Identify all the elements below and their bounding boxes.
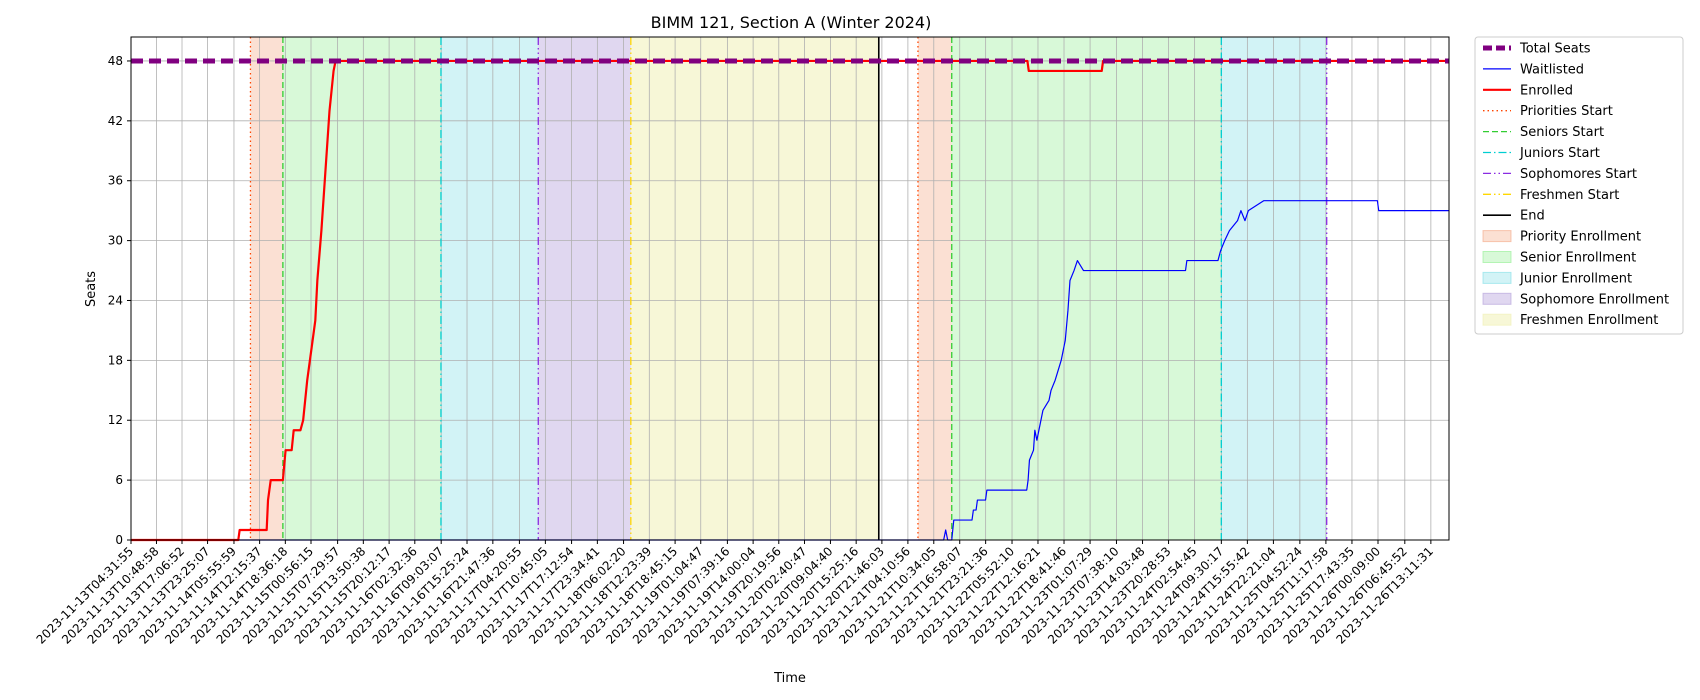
shaded-regions (250, 37, 1327, 540)
senior-enrollment-region (951, 37, 1222, 540)
legend-swatch (1482, 230, 1512, 243)
y-tick-label: 42 (108, 114, 123, 128)
legend-swatch (1482, 271, 1512, 284)
sophomore-enrollment-region (538, 37, 631, 540)
legend: Total Seats Waitlisted Enrolled Priorities … (1474, 36, 1684, 335)
legend-item-sophomores-start: Sophomores Start (1483, 167, 1637, 182)
x-axis-label: Time (773, 671, 806, 686)
legend-item-seniors-start: Seniors Start (1483, 125, 1604, 140)
legend-label: End (1520, 209, 1545, 224)
legend-label: Freshmen Start (1520, 188, 1619, 203)
y-tick-label: 24 (108, 293, 123, 307)
legend-label: Freshmen Enrollment (1520, 313, 1658, 328)
data-series (131, 58, 1449, 542)
waitlisted-series (131, 200, 1449, 541)
legend-item-junior-enrollment: Junior Enrollment (1482, 271, 1632, 286)
y-axis-label: Seats (84, 271, 99, 307)
x-axis-ticks: 2023-11-13T04:31:552023-11-13T10:48:5820… (34, 540, 1436, 647)
plot-frame (130, 36, 1450, 541)
legend-item-sophomore-enrollment: Sophomore Enrollment (1482, 292, 1669, 307)
legend-item-freshmen-start: Freshmen Start (1483, 188, 1619, 203)
legend-item-end: End (1483, 209, 1545, 224)
legend-label: Priority Enrollment (1520, 230, 1641, 245)
y-tick-label: 18 (108, 353, 123, 367)
y-tick-label: 12 (108, 413, 123, 427)
legend-label: Enrolled (1520, 83, 1573, 98)
legend-label: Total Seats (1519, 42, 1591, 57)
priority-enrollment-region (250, 37, 283, 540)
legend-label: Sophomores Start (1520, 167, 1637, 182)
senior-enrollment-region (282, 37, 441, 540)
legend-swatch (1482, 313, 1512, 326)
legend-item-juniors-start: Juniors Start (1483, 146, 1600, 161)
legend-swatch (1482, 292, 1512, 305)
legend-label: Waitlisted (1520, 62, 1584, 77)
legend-item-enrolled: Enrolled (1483, 83, 1573, 98)
phase-start-lines (249, 37, 1328, 540)
legend-label: Seniors Start (1520, 125, 1604, 140)
legend-label: Priorities Start (1520, 104, 1613, 119)
legend-item-priorities-start: Priorities Start (1483, 104, 1613, 119)
y-tick-label: 30 (108, 234, 123, 248)
junior-enrollment-region (440, 37, 539, 540)
chart-title: BIMM 121, Section A (Winter 2024) (651, 13, 932, 32)
legend-swatch (1482, 251, 1512, 263)
legend-label: Junior Enrollment (1519, 271, 1632, 286)
plot-area (130, 36, 1450, 542)
legend-item-senior-enrollment: Senior Enrollment (1482, 251, 1636, 266)
y-tick-label: 48 (108, 54, 123, 68)
priority-enrollment-region (917, 37, 952, 540)
legend-item-waitlisted: Waitlisted (1483, 62, 1584, 77)
legend-item-priority-enrollment: Priority Enrollment (1482, 230, 1641, 245)
y-tick-label: 0 (115, 533, 123, 547)
legend-frame (1474, 36, 1684, 335)
legend-label: Senior Enrollment (1520, 251, 1636, 266)
legend-label: Sophomore Enrollment (1520, 292, 1669, 307)
y-tick-label: 36 (108, 174, 123, 188)
freshmen-enrollment-region (630, 37, 879, 540)
y-tick-label: 6 (115, 473, 123, 487)
junior-enrollment-region (1221, 37, 1327, 540)
legend-label: Juniors Start (1519, 146, 1600, 161)
legend-item-freshmen-enrollment: Freshmen Enrollment (1482, 313, 1658, 328)
y-axis-ticks: 0 6 12 18 24 30 36 42 48 (108, 54, 131, 547)
enrolled-series (131, 59, 1449, 542)
legend-item-total-seats: Total Seats (1483, 42, 1591, 57)
